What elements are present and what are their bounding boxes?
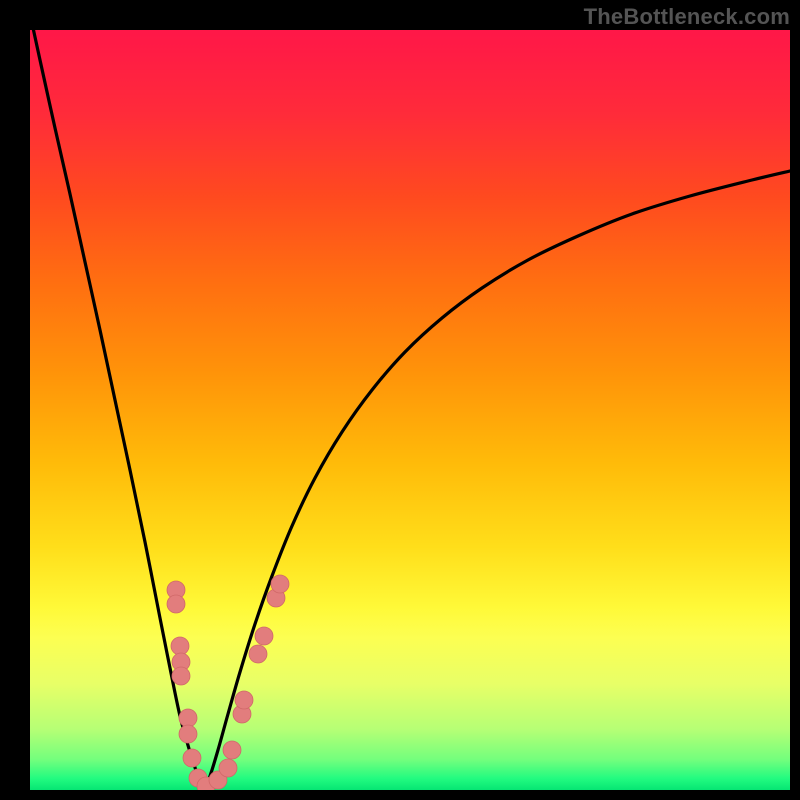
curve-marker (235, 691, 253, 709)
curve-marker (249, 645, 267, 663)
curve-marker (179, 709, 197, 727)
plot-background (30, 30, 790, 790)
bottleneck-chart (0, 0, 800, 800)
curve-marker (179, 725, 197, 743)
curve-marker (255, 627, 273, 645)
curve-marker (171, 637, 189, 655)
chart-container: TheBottleneck.com (0, 0, 800, 800)
curve-marker (167, 595, 185, 613)
curve-marker (219, 759, 237, 777)
curve-marker (183, 749, 201, 767)
curve-marker (271, 575, 289, 593)
curve-marker (172, 667, 190, 685)
curve-marker (223, 741, 241, 759)
